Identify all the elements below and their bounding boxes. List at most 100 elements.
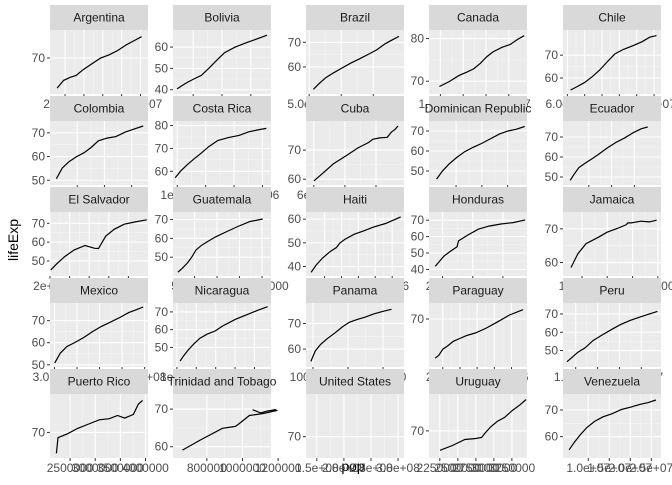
x-tick-label: 3.0e+08	[376, 461, 420, 475]
x-tick-label: 2.0e+07	[608, 461, 652, 475]
y-tick-label: 70	[32, 425, 46, 439]
series-line	[55, 399, 143, 454]
facet-strip	[306, 369, 404, 394]
facet-jamaica: Jamaica60701600000200000024000002800000	[545, 187, 672, 293]
facet-paraguay: Paraguay702e+063e+064e+065e+066e+06	[411, 278, 529, 384]
facet-ecuador: Ecuador5060706.0e+069.0e+061.2e+07	[545, 96, 661, 202]
x-tick-label: 1.0e+07	[566, 461, 610, 475]
y-tick-label: 50	[411, 164, 425, 178]
facet-label: Peru	[599, 284, 624, 298]
facet-strip	[50, 5, 148, 30]
x-tick-label: 2.5e+07	[629, 461, 672, 475]
y-tick-label: 60	[545, 430, 559, 444]
y-tick-label: 60	[155, 231, 169, 245]
y-tick-label: 50	[155, 61, 169, 75]
x-tick-label: 2.5e+08	[349, 461, 393, 475]
x-tick-label: 4000000	[122, 461, 169, 475]
facet-label: Costa Rica	[193, 102, 252, 116]
facet-colombia: Colombia5060702e+073e+074e+07	[32, 96, 149, 202]
x-tick-label: 1200000	[255, 461, 302, 475]
facet-label: Brazil	[340, 11, 370, 25]
y-tick-label: 70	[32, 126, 46, 140]
facet-strip	[429, 5, 527, 30]
series-line	[569, 126, 648, 181]
y-tick-label: 60	[288, 342, 302, 356]
facet-strip	[563, 96, 661, 121]
facet-label: Nicaragua	[195, 284, 250, 298]
facet-label: Uruguay	[455, 375, 500, 389]
series-line	[177, 218, 263, 273]
y-tick-label: 70	[545, 403, 559, 417]
panel-background	[50, 121, 148, 185]
facet-strip	[429, 369, 527, 394]
y-tick-label: 80	[411, 32, 425, 46]
y-tick-label: 60	[32, 336, 46, 350]
panel-background	[306, 303, 404, 367]
facet-cuba: Cuba60706e+068e+061e+07	[288, 96, 404, 202]
facet-label: Panama	[333, 284, 378, 298]
y-tick-label: 60	[32, 235, 46, 249]
panel-background	[563, 212, 661, 276]
panel-background	[173, 394, 271, 458]
facet-canada: Canada70801.5e+072.0e+072.5e+073.0e+07	[411, 5, 531, 111]
y-tick-label: 60	[155, 440, 169, 454]
facet-label: Ecuador	[590, 102, 635, 116]
series-line	[434, 309, 524, 359]
facet-label: Guatemala	[193, 193, 252, 207]
y-tick-label: 50	[155, 250, 169, 264]
y-tick-label: 60	[411, 144, 425, 158]
facet-chile: Chile60706.0e+068.0e+061.0e+071.2e+071.4…	[545, 5, 672, 111]
facet-label: Paraguay	[452, 284, 503, 298]
x-tick-label: 2500000	[47, 461, 94, 475]
x-axis-title: pop	[341, 458, 365, 474]
facet-strip	[173, 5, 271, 30]
facet-nicaragua: Nicaragua5060701e+062e+063e+064e+065e+06	[155, 278, 272, 384]
panel-background	[50, 394, 148, 458]
y-tick-label: 70	[155, 213, 169, 227]
panel-background	[306, 30, 404, 94]
facet-venezuela: Venezuela 60 70 1.0e+071.5e+072.0e+072.5e+0…	[545, 369, 672, 475]
facet-mexico: Mexico5060703.0e+075.0e+077.0e+079.0e+07…	[32, 278, 167, 384]
x-tick-label: 3500000	[97, 461, 144, 475]
facet-strip	[563, 187, 661, 212]
facet-puerto-rico: Puerto Rico 70 250000030000003500000400000…	[32, 369, 169, 475]
facet-uruguay: Uruguay 70 2250000250000027500003000000325…	[411, 369, 536, 475]
y-tick-label: 50	[32, 358, 46, 372]
facet-strip	[173, 187, 271, 212]
facet-bolivia: Bolivia4050604e+066e+068e+06	[155, 5, 271, 111]
series-line	[439, 399, 527, 451]
panel-background	[173, 212, 271, 276]
y-tick-label: 70	[155, 402, 169, 416]
y-tick-label: 70	[545, 307, 559, 321]
series-line	[56, 36, 142, 89]
y-tick-label: 70	[411, 424, 425, 438]
panel-background	[429, 303, 527, 367]
facet-strip	[429, 187, 527, 212]
facet-strip	[50, 187, 148, 212]
facet-label: Bolivia	[204, 11, 240, 25]
x-tick-label: 2500000	[434, 461, 481, 475]
y-tick-label: 60	[545, 71, 559, 85]
series-line	[310, 308, 392, 362]
facet-strip	[50, 278, 148, 303]
y-tick-label: 60	[545, 150, 559, 164]
y-tick-label: 60	[32, 150, 46, 164]
x-tick-label: 3250000	[489, 461, 536, 475]
facet-label: Jamaica	[590, 193, 635, 207]
facet-strip	[173, 96, 271, 121]
series-line	[568, 399, 657, 451]
facet-strip	[306, 5, 404, 30]
panel-background	[429, 121, 527, 185]
y-tick-label: 60	[288, 172, 302, 186]
series-line	[54, 306, 144, 364]
y-tick-label: 60	[545, 325, 559, 339]
facet-panama: Panama6070100000020000003000000	[288, 278, 407, 384]
panel-background	[50, 303, 148, 367]
y-tick-label: 50	[32, 173, 46, 187]
facet-strip	[50, 96, 148, 121]
x-tick-label: 3000000	[470, 461, 517, 475]
facet-panels: Argentina702.0e+072.5e+073.0e+073.5e+074…	[32, 5, 672, 475]
panel-background	[50, 30, 148, 94]
y-axis-title: lifeExp	[5, 219, 21, 261]
